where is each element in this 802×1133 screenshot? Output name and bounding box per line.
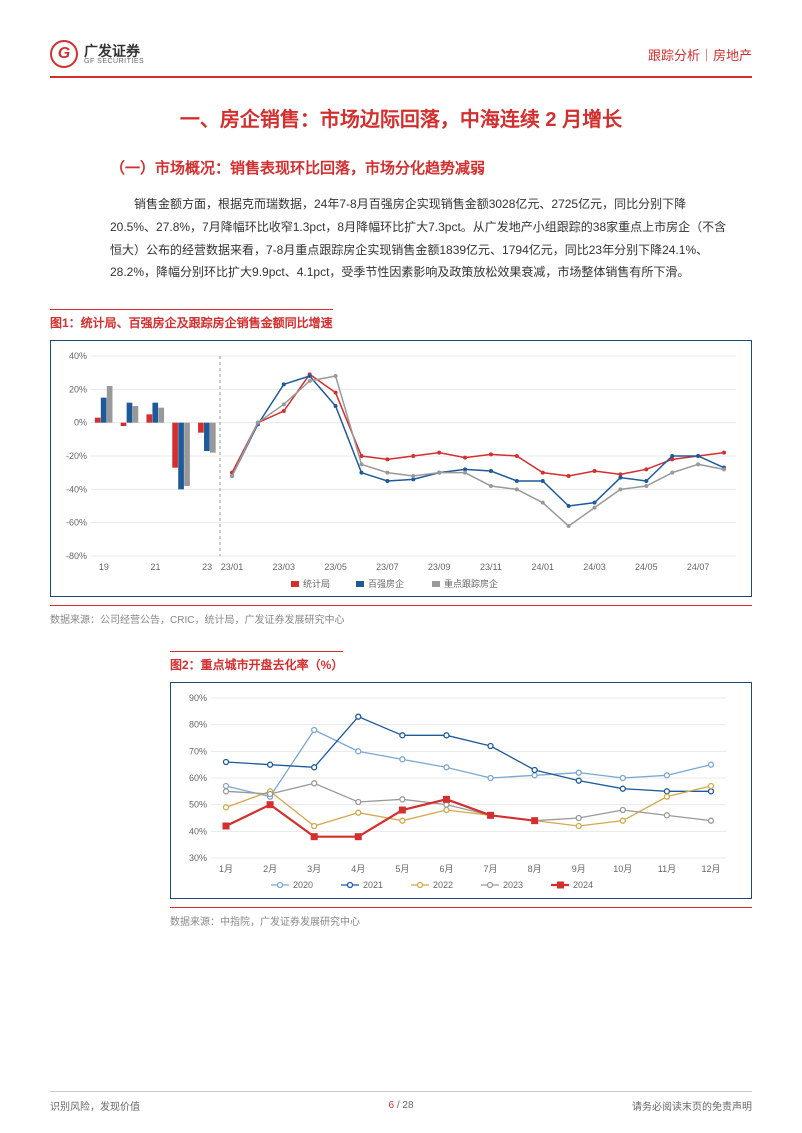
svg-text:40%: 40%: [69, 351, 87, 361]
svg-text:23/11: 23/11: [480, 562, 502, 572]
svg-text:4月: 4月: [351, 864, 365, 874]
svg-text:2023: 2023: [503, 880, 523, 890]
svg-text:8月: 8月: [528, 864, 542, 874]
svg-text:10月: 10月: [613, 864, 632, 874]
logo-icon: G: [50, 40, 78, 68]
svg-text:2月: 2月: [263, 864, 277, 874]
svg-text:19: 19: [99, 562, 109, 572]
svg-text:24/01: 24/01: [531, 562, 554, 572]
svg-text:23/07: 23/07: [376, 562, 399, 572]
svg-text:2020: 2020: [293, 880, 313, 890]
svg-text:70%: 70%: [189, 747, 207, 757]
logo-text-en: GF SECURITIES: [84, 58, 144, 65]
svg-text:-40%: -40%: [66, 485, 87, 495]
chart2-svg: 90% 80% 70% 60% 50% 40% 30% 1月 2月 3月 4月 5月 6月 7月 8月 9月 1…: [176, 693, 736, 893]
svg-text:23: 23: [202, 562, 212, 572]
svg-text:-80%: -80%: [66, 551, 87, 561]
footer-page: 6 / 28: [388, 1100, 413, 1111]
svg-text:2021: 2021: [363, 880, 383, 890]
logo-text-cn: 广发证券: [84, 44, 144, 58]
svg-text:24/05: 24/05: [635, 562, 658, 572]
svg-text:80%: 80%: [189, 720, 207, 730]
svg-text:重点跟踪房企: 重点跟踪房企: [444, 578, 498, 589]
page-header: G 广发证券 GF SECURITIES 跟踪分析｜房地产: [50, 40, 752, 78]
chart2-container: 90% 80% 70% 60% 50% 40% 30% 1月 2月 3月 4月 5月 6月 7月 8月 9月 1…: [170, 682, 752, 899]
svg-text:24/03: 24/03: [583, 562, 606, 572]
svg-text:20%: 20%: [69, 385, 87, 395]
company-logo: G 广发证券 GF SECURITIES: [50, 40, 144, 68]
svg-text:30%: 30%: [189, 853, 207, 863]
svg-text:90%: 90%: [189, 693, 207, 703]
svg-text:9月: 9月: [572, 864, 586, 874]
chart2-source: 数据来源：中指院，广发证券发展研究中心: [170, 907, 752, 928]
svg-text:1月: 1月: [219, 864, 233, 874]
svg-text:-20%: -20%: [66, 451, 87, 461]
footer-right: 请务必阅读末页的免责声明: [632, 1098, 752, 1113]
subsection-title: （一）市场概况：销售表现环比回落，市场分化趋势减弱: [110, 157, 752, 178]
chart2-block: 图2：重点城市开盘去化率（%） 90% 80% 70% 60% 50% 40% 30% 1月 2…: [170, 651, 752, 928]
svg-text:12月: 12月: [701, 864, 720, 874]
svg-text:7月: 7月: [484, 864, 498, 874]
chart1-title: 图1：统计局、百强房企及跟踪房企销售金额同比增速: [50, 309, 333, 335]
svg-text:40%: 40%: [189, 827, 207, 837]
svg-text:60%: 60%: [189, 773, 207, 783]
chart1-source: 数据来源：公司经营公告，CRIC，统计局，广发证券发展研究中心: [50, 605, 752, 626]
svg-text:11月: 11月: [658, 864, 676, 874]
chart1-block: 图1：统计局、百强房企及跟踪房企销售金额同比增速 40% 20% 0% -20% -40…: [50, 309, 752, 626]
svg-text:24/07: 24/07: [687, 562, 710, 572]
svg-text:21: 21: [150, 562, 160, 572]
chart2-title: 图2：重点城市开盘去化率（%）: [170, 651, 343, 677]
svg-text:5月: 5月: [395, 864, 409, 874]
svg-text:百强房企: 百强房企: [368, 578, 404, 589]
section-title: 一、房企销售：市场边际回落，中海连续 2 月增长: [50, 103, 752, 132]
page-footer: 识别风险，发现价值 6 / 28 请务必阅读末页的免责声明: [50, 1091, 752, 1113]
svg-text:3月: 3月: [307, 864, 321, 874]
svg-text:23/01: 23/01: [221, 562, 244, 572]
svg-text:-60%: -60%: [66, 518, 87, 528]
svg-text:0%: 0%: [74, 418, 87, 428]
header-category: 跟踪分析｜房地产: [648, 45, 752, 64]
svg-text:2022: 2022: [433, 880, 453, 890]
body-paragraph: 销售金额方面，根据克而瑞数据，24年7-8月百强房企实现销售金额3028亿元、2…: [110, 193, 732, 284]
chart1-svg: 40% 20% 0% -20% -40% -60% -80% 19 21 23 23/01 23/03…: [56, 351, 746, 591]
svg-text:2024: 2024: [573, 880, 593, 890]
footer-left: 识别风险，发现价值: [50, 1098, 140, 1113]
svg-text:统计局: 统计局: [303, 578, 330, 589]
chart1-container: 40% 20% 0% -20% -40% -60% -80% 19 21 23 23/01 23/03…: [50, 340, 752, 597]
page-total: 28: [402, 1100, 413, 1111]
svg-text:23/05: 23/05: [324, 562, 347, 572]
svg-text:6月: 6月: [439, 864, 453, 874]
svg-text:50%: 50%: [189, 800, 207, 810]
svg-text:23/03: 23/03: [273, 562, 296, 572]
svg-text:23/09: 23/09: [428, 562, 451, 572]
